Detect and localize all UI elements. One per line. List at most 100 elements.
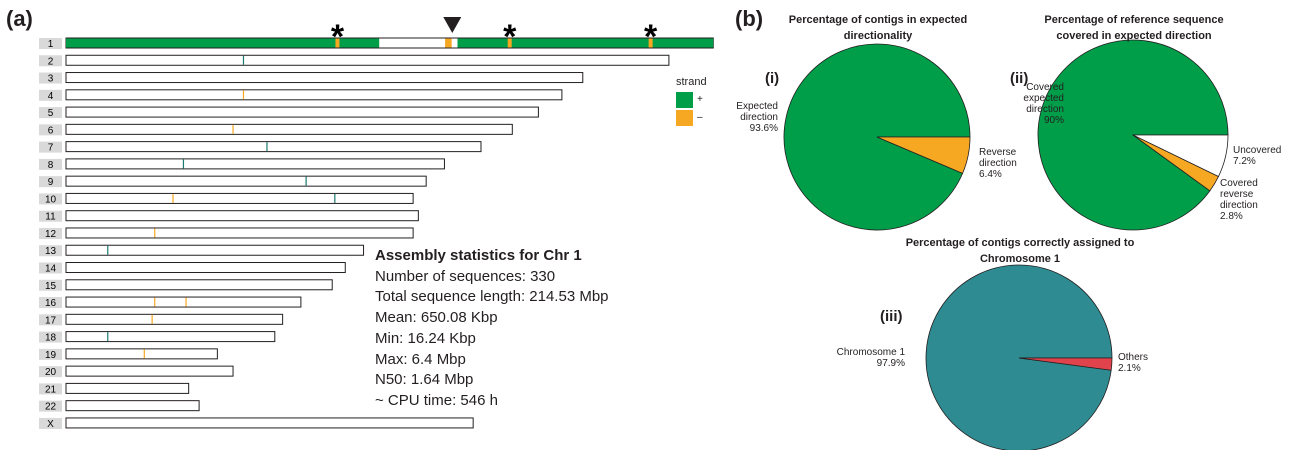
minus-contig <box>185 297 187 307</box>
chromosome <box>65 400 200 412</box>
chromosome-label-box <box>39 72 62 84</box>
chromosome <box>65 365 234 377</box>
chromosome-label-box <box>39 227 62 239</box>
chromosome-label-box <box>39 417 62 429</box>
asterisk: * <box>503 18 517 56</box>
chromosome <box>65 348 218 360</box>
panel-label: (b) <box>735 6 764 31</box>
minus-contig <box>154 228 156 238</box>
chromosome-label: 21 <box>45 384 57 395</box>
value-label: 2.8% <box>1220 211 1243 222</box>
plus-contig <box>107 332 109 342</box>
chromosome-label-box <box>39 107 62 119</box>
asterisk: * <box>644 18 658 56</box>
chromosome-label: 18 <box>45 333 57 344</box>
category: Chromosome 1 <box>836 347 905 358</box>
category: Uncovered <box>1233 145 1282 156</box>
chromosome-label: 1 <box>48 39 54 50</box>
chromosome-label-box <box>39 366 62 378</box>
stats-title: Assembly statistics for Chr 1 <box>375 247 582 264</box>
pie-slice <box>1132 134 1229 178</box>
chromosome-label-box <box>39 141 62 153</box>
chromosome-label: 2 <box>48 56 54 67</box>
chromosome-label-box <box>39 279 62 291</box>
minus-contig <box>143 349 145 359</box>
chromosome-label: 19 <box>45 350 57 361</box>
chromosome <box>65 262 346 274</box>
legend-swatch <box>676 110 693 126</box>
value-label: 7.2% <box>1233 156 1256 167</box>
chromosome-label: 11 <box>45 212 56 223</box>
chromosome-label: 17 <box>45 315 57 326</box>
chromosome <box>65 382 190 394</box>
minus-contig <box>154 297 156 307</box>
minus-contig <box>335 38 340 48</box>
chromosome <box>65 227 414 239</box>
chromosome-label-box <box>39 38 62 49</box>
slice-label: Others 2.1% <box>1118 352 1178 374</box>
pie-slice <box>1018 357 1113 371</box>
stats-line: Mean: 650.08 Kbp <box>375 309 498 327</box>
chromosome <box>65 54 670 66</box>
chromosome <box>65 417 474 429</box>
value-label: 2.1% <box>1118 363 1141 374</box>
pie-slice <box>876 136 971 174</box>
minus-contig <box>151 314 153 324</box>
stats-line: N50: 1.64 Mbp <box>375 371 474 389</box>
plus-contig <box>182 159 185 169</box>
chromosome <box>65 175 427 187</box>
plus-contig <box>107 245 109 255</box>
category: Reverse direction <box>979 147 1017 169</box>
value-label: 93.6% <box>749 123 778 134</box>
slice-label: Covered reverse direction 2.8% <box>1220 178 1270 222</box>
stats-line: Number of sequences: 330 <box>375 267 556 285</box>
chromosome-label: 13 <box>45 246 57 257</box>
chromosome <box>65 313 284 325</box>
chromosome-label-box <box>39 176 62 188</box>
chromosome-label-box <box>39 331 62 343</box>
chromosome-label-box <box>39 55 62 67</box>
value-label: 90% <box>1043 115 1064 126</box>
pie-label: (iii) <box>880 308 903 325</box>
chromosome <box>65 192 414 204</box>
chromosome-label-box <box>39 348 62 360</box>
chromosome-label-box <box>39 262 62 274</box>
chromosome <box>65 244 365 256</box>
slice-label: Reverse direction 6.4% <box>979 147 1029 180</box>
legend-swatch <box>676 92 693 108</box>
chromosome-label-box <box>39 314 62 326</box>
slice-label: Covered expected direction 90% <box>1012 82 1064 126</box>
legend-title: strand <box>676 76 707 88</box>
chromosome-label-box <box>39 297 62 309</box>
chromosome-label: 6 <box>48 125 54 136</box>
pie-label: (ii) <box>1010 70 1029 87</box>
chromosome-label: 10 <box>45 194 57 205</box>
plus-contig <box>242 55 245 65</box>
plus-segment <box>457 38 714 48</box>
chromosome <box>65 331 276 343</box>
chromosome <box>65 141 482 153</box>
chromosome-label: 16 <box>45 298 57 309</box>
category: Expected direction <box>736 101 778 123</box>
chromosome-label-box <box>39 400 62 412</box>
plus-segment <box>66 38 380 48</box>
stats-line: Total sequence length: 214.53 Mbp <box>375 288 609 306</box>
stats: Assembly statistics for Chr 1 Number of … <box>375 246 609 412</box>
chromosome-label-box <box>39 193 62 205</box>
chromosome-label-box <box>39 210 62 222</box>
slice-label: Uncovered 7.2% <box>1233 145 1283 167</box>
chromosome <box>65 89 563 101</box>
minus-contig <box>242 90 245 100</box>
chromosome-label-box <box>39 124 62 136</box>
minus-contig <box>172 193 174 203</box>
pie-slice <box>925 264 1113 450</box>
triangle-marker <box>443 17 462 33</box>
plus-contig <box>334 193 336 203</box>
asterisk: * <box>331 18 345 56</box>
chromosome-label: X <box>47 419 54 430</box>
chromosome <box>65 123 513 135</box>
chromosome-label: 22 <box>45 402 57 413</box>
minus-contig <box>648 38 653 48</box>
stats-line: Min: 16.24 Kbp <box>375 329 476 347</box>
